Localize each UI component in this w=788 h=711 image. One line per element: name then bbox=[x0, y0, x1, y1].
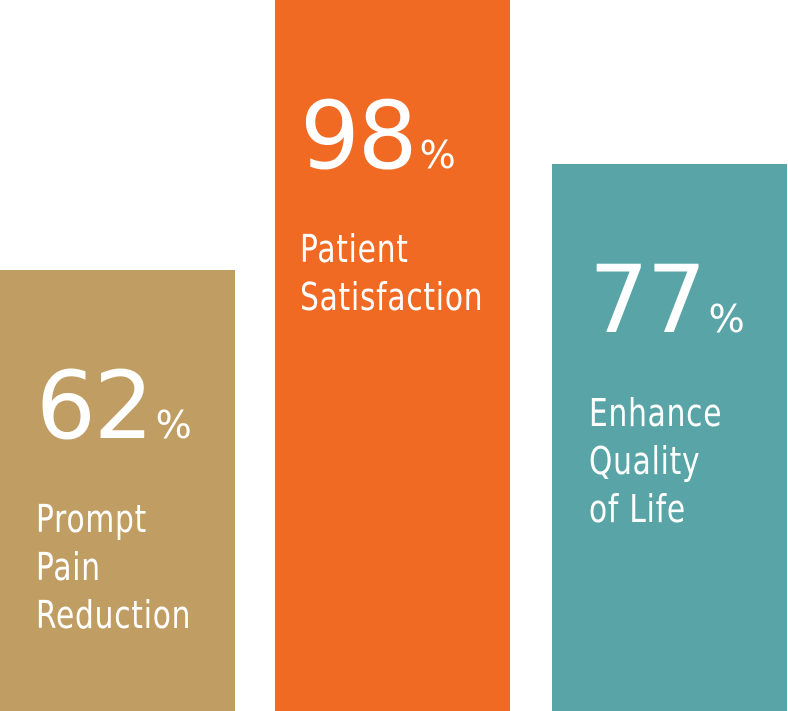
percent-sign: % bbox=[708, 297, 745, 341]
bar-1: 62% Prompt Pain Reduction bbox=[0, 270, 235, 711]
category-label-line: Pain bbox=[36, 545, 101, 589]
percent-sign: % bbox=[419, 133, 456, 177]
bar-category-label: Patient Satisfaction bbox=[300, 225, 483, 321]
category-label-line: of Life bbox=[589, 487, 686, 531]
percent-sign: % bbox=[155, 403, 192, 447]
bar-2: 98% Patient Satisfaction bbox=[275, 0, 510, 711]
bar-value-label: 62% bbox=[36, 360, 192, 454]
category-label-line: Enhance bbox=[589, 391, 723, 435]
value-number: 62 bbox=[36, 352, 154, 461]
category-label-line: Satisfaction bbox=[300, 275, 484, 319]
bar-value-label: 98% bbox=[300, 90, 456, 184]
bar-category-label: Prompt Pain Reduction bbox=[36, 495, 191, 639]
bar-category-label: Enhance Quality of Life bbox=[589, 389, 722, 533]
bar-3: 77% Enhance Quality of Life bbox=[552, 164, 787, 711]
category-label-line: Quality bbox=[589, 439, 701, 483]
category-label-line: Patient bbox=[300, 227, 409, 271]
bar-value-label: 77% bbox=[589, 254, 745, 348]
value-number: 77 bbox=[589, 246, 707, 355]
value-number: 98 bbox=[300, 82, 418, 191]
category-label-line: Reduction bbox=[36, 593, 192, 637]
category-label-line: Prompt bbox=[36, 497, 148, 541]
